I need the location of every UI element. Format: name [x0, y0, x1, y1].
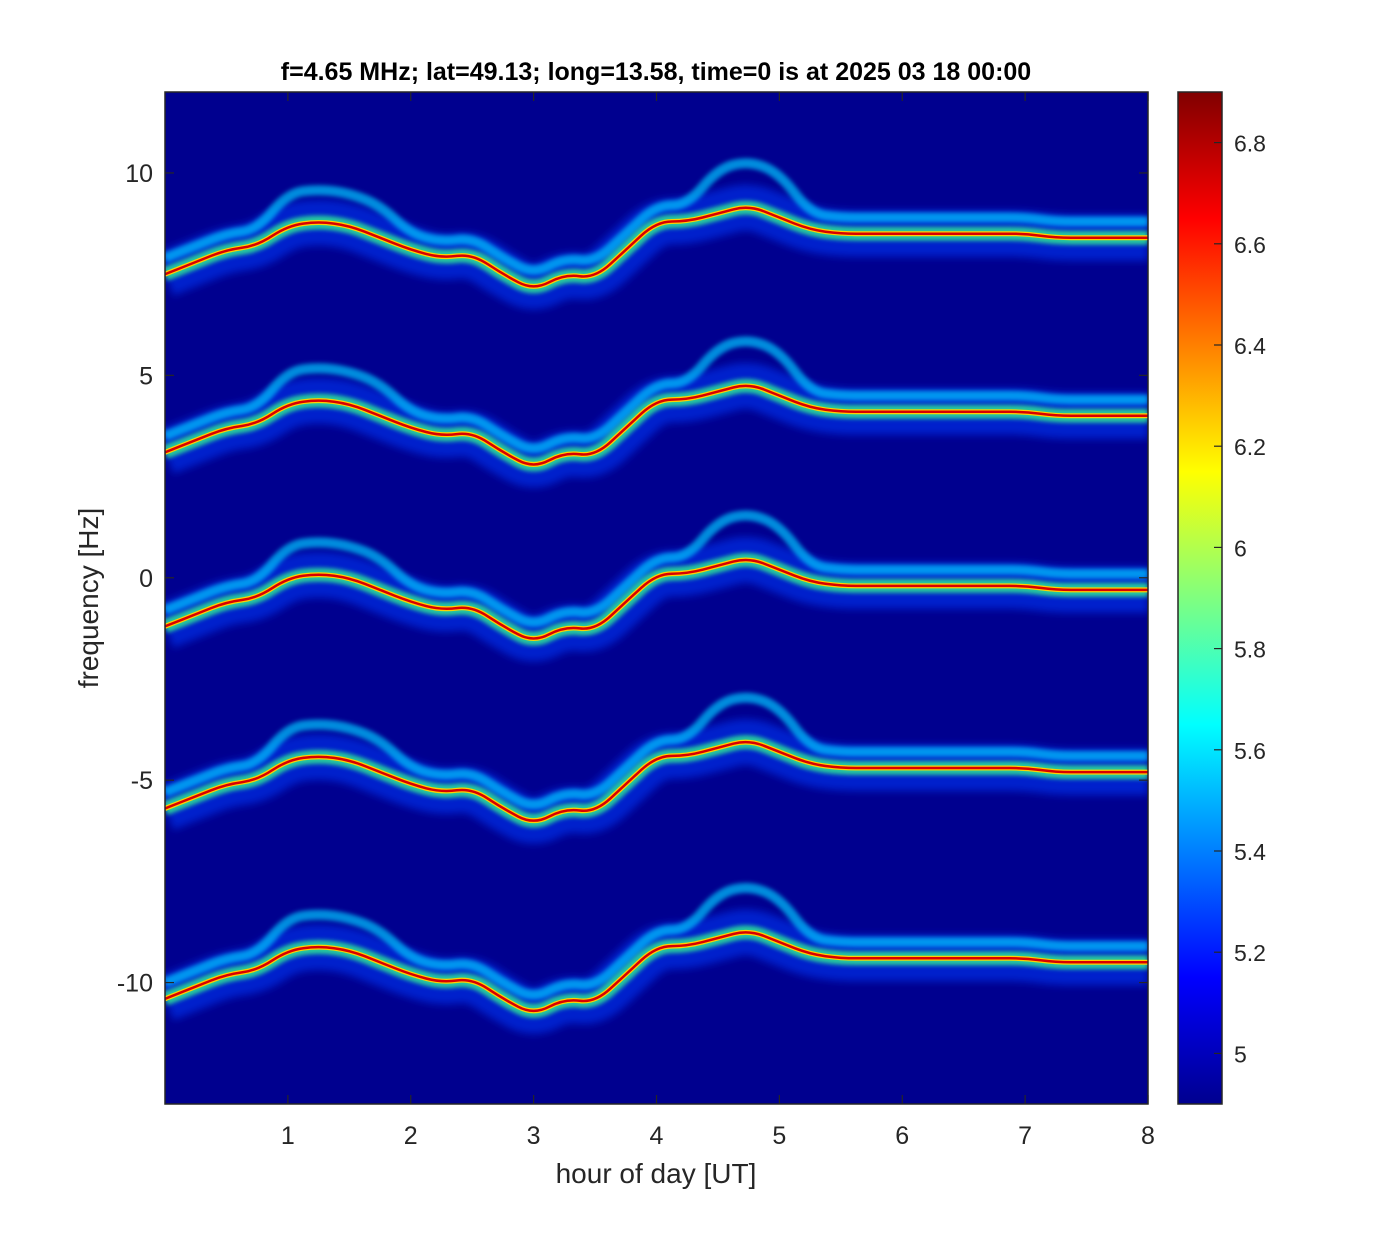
colorbar-tick-label: 5	[1234, 1041, 1247, 1067]
spectral-band	[165, 158, 1148, 310]
spectral-band	[165, 692, 1148, 844]
band-peak-trace	[165, 384, 1148, 466]
colorbar-tick-label: 6.6	[1234, 232, 1266, 258]
y-tick-label: 5	[139, 362, 153, 390]
spectral-band	[165, 882, 1148, 1034]
x-axis-label: hour of day [UT]	[556, 1158, 757, 1189]
spectral-band	[165, 336, 1148, 488]
y-axis: -10 -5 0 5 10	[117, 160, 1148, 998]
band-peak-trace	[165, 206, 1148, 288]
x-tick-label: 3	[527, 1122, 541, 1150]
band-upper-trace	[165, 882, 1148, 1000]
colorbar-tick-label: 5.4	[1234, 839, 1266, 865]
x-tick-label: 2	[404, 1122, 418, 1150]
colorbar-tick-label: 6.8	[1234, 131, 1266, 157]
x-tick-label: 5	[772, 1122, 786, 1150]
colorbar-tick-label: 5.2	[1234, 940, 1266, 966]
y-axis-label: frequency [Hz]	[73, 508, 104, 689]
colorbar-tick-label: 6.4	[1234, 333, 1266, 359]
band-upper-trace	[165, 510, 1148, 628]
band-peak-trace	[165, 558, 1148, 640]
chart-title: f=4.65 MHz; lat=49.13; long=13.58, time=…	[281, 58, 1031, 86]
colorbar-tick-label: 6	[1234, 535, 1247, 561]
band-upper-trace	[165, 692, 1148, 810]
band-peak-trace	[165, 740, 1148, 822]
x-tick-label: 4	[650, 1122, 664, 1150]
x-tick-label: 7	[1018, 1122, 1032, 1150]
band-upper-trace	[165, 336, 1148, 454]
y-tick-label: -5	[131, 767, 153, 795]
x-axis: 1 2 3 4 5 6 7 8	[281, 92, 1155, 1150]
colorbar-tick-label: 5.8	[1234, 637, 1266, 663]
colorbar-tick-label: 5.6	[1234, 738, 1266, 764]
x-tick-label: 8	[1141, 1122, 1155, 1150]
colorbar	[1177, 91, 1223, 1105]
colorbar-tick-label: 6.2	[1234, 434, 1266, 460]
band-peak-trace	[165, 931, 1148, 1013]
spectrogram-bands	[165, 158, 1148, 1034]
y-tick-label: 0	[139, 565, 153, 593]
y-tick-label: -10	[117, 970, 153, 998]
x-tick-label: 6	[895, 1122, 909, 1150]
x-tick-label: 1	[281, 1122, 295, 1150]
spectral-band	[165, 510, 1148, 662]
y-tick-label: 10	[125, 160, 153, 188]
band-upper-trace	[165, 158, 1148, 276]
colorbar-axis: 5 5.2 5.4 5.6 5.8 6 6.2 6.4 6.6 6.8	[1214, 131, 1266, 1067]
